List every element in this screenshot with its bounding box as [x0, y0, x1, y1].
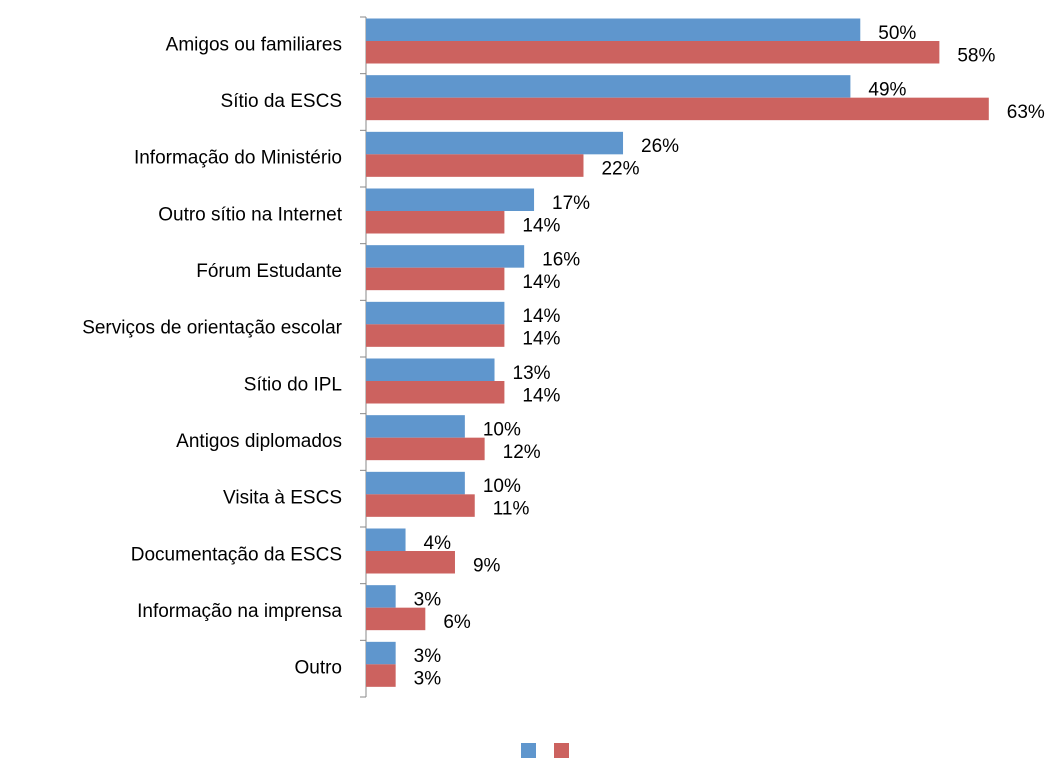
data-label: 3%: [414, 669, 442, 690]
data-label: 3%: [414, 646, 442, 667]
bar: [366, 585, 396, 608]
data-label: 49%: [868, 79, 906, 100]
data-label: 12%: [503, 442, 541, 463]
data-label: 17%: [552, 193, 590, 214]
bar: [366, 381, 505, 404]
data-label: 26%: [641, 136, 679, 157]
category-label: Outro: [294, 658, 342, 679]
data-label: 14%: [522, 329, 560, 350]
bar: [366, 18, 861, 41]
bar: [366, 97, 989, 121]
category-label: Documentação da ESCS: [131, 544, 342, 565]
category-label: Outro sítio na Internet: [158, 204, 342, 225]
data-label: 4%: [424, 533, 452, 554]
bar: [366, 641, 396, 665]
category-label: Sítio da ESCS: [221, 91, 342, 112]
data-label: 14%: [522, 306, 560, 327]
bar: [366, 358, 495, 381]
bar: [366, 551, 455, 574]
category-label: Fórum Estudante: [196, 261, 342, 282]
category-label: Antigos diplomados: [176, 431, 342, 452]
bar: [366, 437, 485, 461]
category-label: Visita à ESCS: [223, 488, 342, 509]
bar: [366, 41, 940, 64]
bar: [366, 245, 525, 268]
data-label: 58%: [957, 45, 995, 66]
category-label: Serviços de orientação escolar: [82, 318, 342, 339]
data-label: 14%: [522, 272, 560, 293]
data-label: 13%: [513, 363, 551, 384]
data-label: 14%: [522, 215, 560, 236]
category-label: Informação do Ministério: [134, 148, 342, 169]
data-label: 22%: [601, 159, 639, 180]
bar: [366, 528, 406, 551]
category-label: Sítio do IPL: [244, 374, 342, 395]
bar: [366, 267, 505, 291]
data-label: 10%: [483, 476, 521, 497]
bar: [366, 211, 505, 234]
category-label: Amigos ou familiares: [166, 34, 342, 55]
bar: [366, 471, 465, 495]
data-label: 14%: [522, 385, 560, 406]
data-label: 16%: [542, 249, 580, 270]
legend-swatch: [521, 743, 536, 758]
bar: [366, 75, 851, 98]
bar: [366, 415, 465, 438]
data-label: 10%: [483, 419, 521, 440]
data-label: 9%: [473, 555, 501, 576]
data-label: 11%: [493, 499, 530, 520]
bar: [366, 131, 624, 155]
bar: [366, 301, 505, 325]
data-label: 6%: [443, 612, 471, 633]
category-label: Informação na imprensa: [137, 601, 342, 622]
bar: [366, 154, 584, 177]
data-label: 50%: [878, 23, 916, 44]
bar: [366, 324, 505, 347]
data-label: 3%: [414, 589, 442, 610]
bar: [366, 494, 475, 517]
legend-swatch: [554, 743, 569, 758]
bar: [366, 188, 535, 211]
data-label: 63%: [1007, 102, 1045, 123]
bar: [366, 664, 396, 687]
bar: [366, 607, 426, 631]
